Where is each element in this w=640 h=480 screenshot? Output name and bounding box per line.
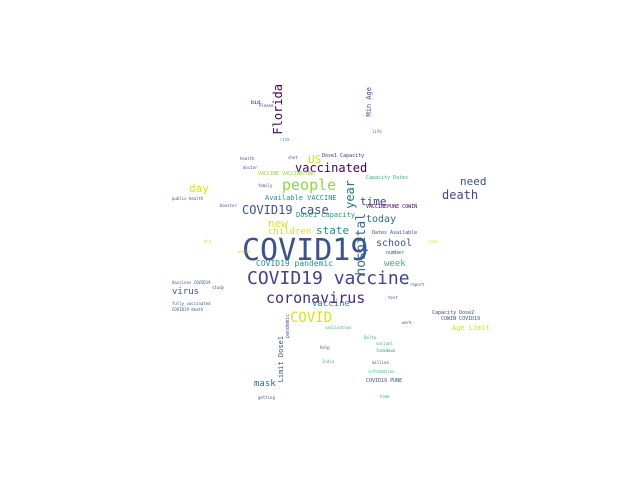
word: home: [380, 394, 390, 399]
word: COVID19 PUNE: [366, 378, 403, 384]
word: Limit Dose1: [277, 336, 285, 383]
word: time: [360, 195, 387, 208]
word: Dose1 Capacity: [322, 153, 365, 159]
word: doctor: [243, 165, 258, 170]
word: public health: [172, 196, 204, 201]
word: Dose1 Capacity: [296, 211, 356, 219]
word: coronavirus: [266, 289, 366, 307]
word: Min Age: [365, 87, 373, 117]
word: Please: [259, 103, 274, 108]
word: need: [460, 175, 487, 188]
word: case: [428, 239, 438, 244]
word: mask: [254, 379, 276, 389]
word: Dates Available: [372, 230, 418, 236]
word: COVID19 pandemic: [256, 259, 334, 268]
word: new: [268, 217, 288, 230]
word: people: [282, 176, 337, 194]
word: COVID: [290, 310, 333, 326]
word: information: [368, 369, 395, 374]
word: virus: [172, 287, 200, 297]
word: help: [320, 345, 330, 350]
word: health: [240, 156, 255, 161]
word: report: [410, 282, 425, 287]
word: die: [204, 239, 212, 244]
word: school: [376, 238, 413, 249]
word: Florida: [271, 84, 285, 135]
word: pandemic: [285, 314, 291, 339]
word: Capacity Dose2: [432, 310, 475, 316]
word: day: [189, 182, 209, 195]
word: US: [308, 153, 322, 166]
word: getting: [258, 395, 275, 400]
word: Available VACCINE: [265, 194, 337, 202]
word: VACCINE VACCINEPUNE: [258, 171, 316, 177]
word: test: [388, 295, 398, 300]
word: Vaccines COVID19: [172, 280, 211, 285]
word: week: [384, 259, 406, 269]
word: shot: [288, 155, 298, 160]
word: today: [366, 214, 397, 225]
word: Age Limit: [452, 324, 490, 332]
word: Delta: [364, 335, 377, 340]
word: COVID19 case: [242, 203, 329, 217]
word: VACCINEPUNE COWIN: [366, 204, 418, 210]
word: variant: [376, 341, 393, 346]
word: state: [316, 224, 350, 237]
word: risk: [280, 137, 290, 142]
word: life: [372, 129, 382, 134]
word: vaccination: [325, 325, 352, 330]
word: booster: [220, 203, 237, 208]
word: India: [322, 359, 335, 364]
word: bid: [251, 100, 261, 106]
word: world: [238, 249, 251, 254]
word: Capacity Dates: [366, 175, 409, 181]
word: COVID19: [242, 233, 369, 268]
word: COWIN COVID19: [441, 316, 481, 322]
word: number: [386, 250, 405, 256]
word: family: [258, 183, 273, 188]
word: children: [268, 227, 312, 237]
word: death: [442, 188, 479, 202]
word: study: [212, 285, 225, 290]
word: million: [372, 360, 389, 365]
word: COVID19 death: [172, 307, 204, 312]
word: year: [343, 180, 357, 209]
word: fully vaccinated: [172, 301, 211, 306]
word: work: [402, 320, 412, 325]
word: vaccinated: [295, 161, 368, 175]
word: lockdown: [376, 348, 396, 353]
word: vaccine: [312, 299, 350, 309]
word: COVID19 vaccine: [247, 268, 410, 289]
